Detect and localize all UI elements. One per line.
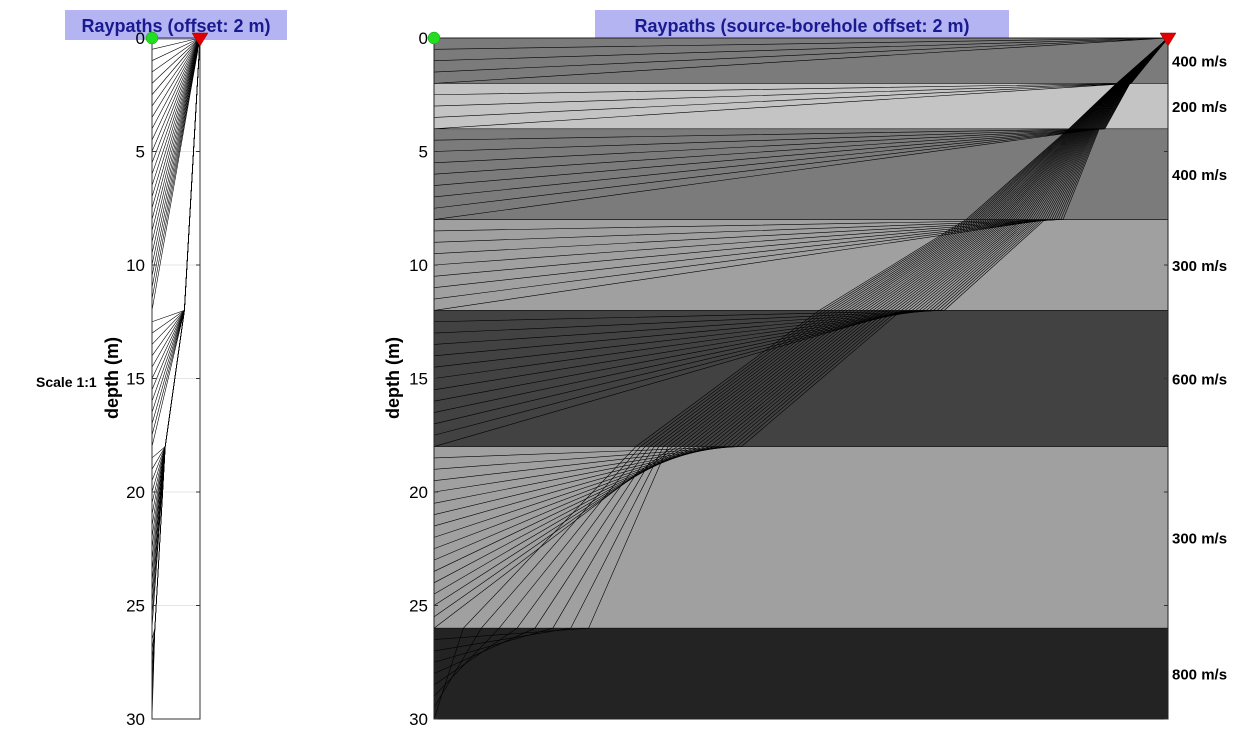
- left-chart-title-background: [65, 10, 287, 40]
- left-chart-grid: [152, 151, 200, 606]
- left-chart-panel: Raypaths (offset: 2 m) 0 5 10 15 20 25 30 dept…: [65, 10, 287, 729]
- right-source-marker: [427, 31, 441, 45]
- right-y-tick-label: 0: [419, 29, 428, 48]
- scale-label: Scale 1:1: [36, 374, 97, 390]
- left-y-tick-label: 15: [126, 370, 145, 389]
- left-raypath: [151, 37, 201, 470]
- left-raypath: [151, 37, 201, 243]
- left-y-tick-label: 5: [136, 143, 145, 162]
- left-raypath: [151, 37, 201, 141]
- left-raypath: [151, 37, 201, 95]
- left-raypath: [151, 37, 201, 447]
- right-receiver-marker: [1159, 32, 1177, 47]
- right-y-tick-label: 10: [409, 256, 428, 275]
- left-raypath: [151, 37, 201, 50]
- left-chart-y-ticks: 0 5 10 15 20 25 30: [126, 29, 200, 729]
- left-raypath: [151, 37, 201, 300]
- left-y-tick-label: 0: [136, 29, 145, 48]
- left-raypath: [151, 37, 201, 152]
- right-raypath: [433, 37, 1169, 720]
- layer-velocity-label: 600 m/s: [1172, 372, 1227, 389]
- left-raypath: [151, 37, 201, 220]
- velocity-layer: [433, 446, 1169, 629]
- left-raypath: [151, 37, 201, 277]
- right-y-tick-label: 20: [409, 483, 428, 502]
- left-raypath: [151, 37, 201, 84]
- right-raypath: [433, 37, 1169, 50]
- left-raypath: [151, 37, 201, 129]
- right-raypath: [433, 37, 1169, 73]
- right-chart-y-axis-label: depth (m): [383, 337, 403, 419]
- left-raypath: [151, 37, 201, 209]
- left-raypath: [151, 37, 201, 436]
- left-raypath: [151, 37, 201, 118]
- left-raypath: [151, 37, 201, 697]
- velocity-layer: [433, 627, 1169, 720]
- layer-velocity-label: 300 m/s: [1172, 258, 1227, 275]
- left-raypath: [151, 37, 201, 107]
- right-y-tick-label: 5: [419, 143, 428, 162]
- left-chart-markers: [145, 31, 209, 47]
- left-raypath: [151, 37, 201, 73]
- left-raypath: [151, 37, 201, 197]
- right-chart-y-ticks: 0 5 10 15 20 25 30: [409, 29, 1168, 729]
- left-raypath: [151, 37, 201, 356]
- left-chart-title: Raypaths (offset: 2 m): [81, 16, 270, 36]
- left-receiver-marker: [191, 32, 209, 47]
- right-chart-layer-velocity-labels: 400 m/s 200 m/s 400 m/s 300 m/s 600 m/s 300 m…: [1172, 54, 1227, 684]
- right-chart-panel: Raypaths (source-borehole offset: 2 m) 0…: [383, 10, 1227, 729]
- right-chart-markers: [427, 31, 1177, 47]
- right-chart-title-background: [595, 10, 1009, 40]
- left-raypath: [151, 37, 201, 720]
- right-y-tick-label: 30: [409, 710, 428, 729]
- left-y-tick-label: 30: [126, 710, 145, 729]
- right-raypath: [433, 37, 1169, 84]
- right-chart-raypaths: [433, 37, 1169, 720]
- left-raypath: [151, 37, 201, 663]
- left-raypath: [151, 37, 201, 163]
- layer-velocity-label: 400 m/s: [1172, 54, 1227, 71]
- right-y-tick-label: 25: [409, 597, 428, 616]
- left-source-marker: [145, 31, 159, 45]
- left-raypath: [151, 37, 201, 311]
- layer-velocity-label: 300 m/s: [1172, 530, 1227, 547]
- layer-velocity-label: 200 m/s: [1172, 99, 1227, 116]
- left-raypath: [151, 37, 201, 186]
- left-raypath: [151, 37, 201, 334]
- left-raypath: [151, 37, 201, 254]
- left-raypath: [151, 37, 201, 232]
- left-y-tick-label: 25: [126, 597, 145, 616]
- right-raypath: [433, 37, 1169, 61]
- left-chart-raypaths: [151, 37, 201, 720]
- left-raypath: [151, 37, 201, 288]
- left-chart-y-axis-label: depth (m): [102, 337, 122, 419]
- left-raypath: [151, 37, 201, 515]
- velocity-layer: [433, 219, 1169, 311]
- left-raypath: [151, 37, 201, 61]
- left-y-tick-label: 20: [126, 483, 145, 502]
- right-y-tick-label: 15: [409, 370, 428, 389]
- velocity-layer: [433, 83, 1169, 130]
- right-chart-title: Raypaths (source-borehole offset: 2 m): [634, 16, 969, 36]
- left-raypath: [151, 37, 201, 266]
- layer-velocity-label: 400 m/s: [1172, 167, 1227, 184]
- left-raypath: [151, 37, 201, 175]
- left-y-tick-label: 10: [126, 256, 145, 275]
- layer-velocity-label: 800 m/s: [1172, 667, 1227, 684]
